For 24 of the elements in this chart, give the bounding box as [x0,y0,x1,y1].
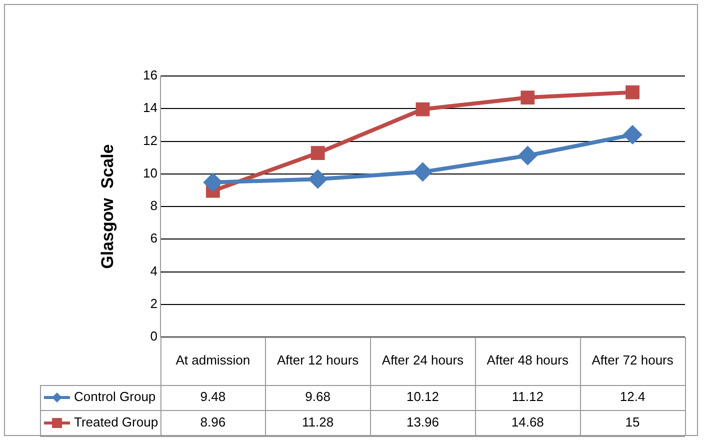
x-tick-label: After 24 hours [382,352,464,368]
point [416,102,430,116]
y-tick-label: 4 [150,263,158,278]
point [626,85,640,100]
point [204,173,222,192]
y-tick-label: 14 [142,100,158,116]
point [414,162,432,181]
y-tick-label: 10 [142,165,158,180]
point [308,170,327,188]
y-tick-label: 6 [150,230,158,246]
y-axis-title: Glasgow Scale [98,144,118,269]
point [518,146,537,165]
x-tick-label: After 72 hours [592,352,674,368]
point [624,126,642,144]
point [520,90,535,104]
y-tick-label: 8 [150,198,158,214]
x-tick-label: After 48 hours [486,352,569,368]
y-tick-label: 16 [142,68,158,83]
y-tick-label: 0 [150,328,158,344]
y-tick-label: 12 [142,132,158,148]
y-tick-label: 2 [150,296,158,311]
x-tick-label: After 12 hours [276,352,360,368]
point [310,146,325,160]
x-tick-label: At admission [176,352,250,368]
